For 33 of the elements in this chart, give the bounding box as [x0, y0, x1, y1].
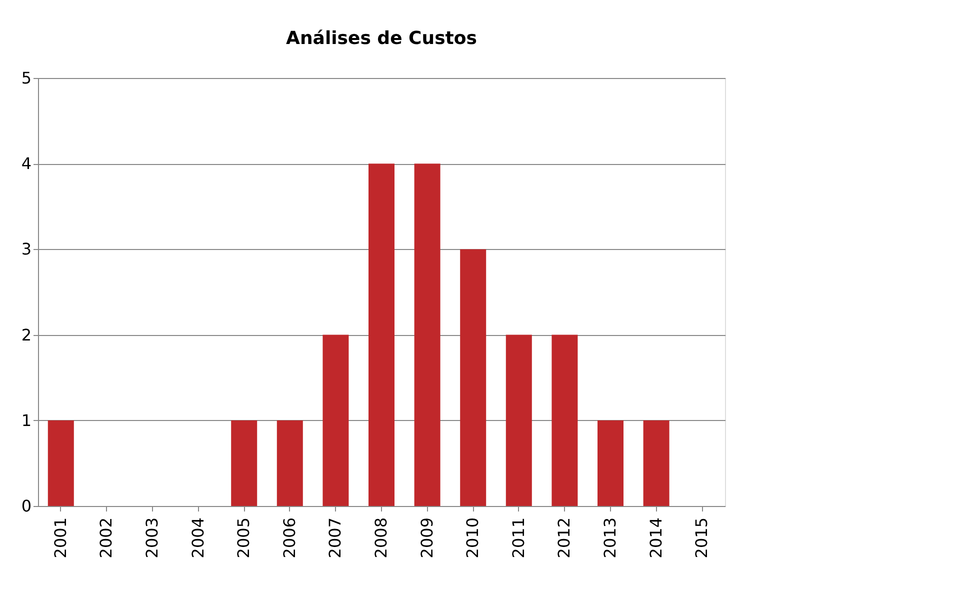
x-tick-label: 2008 [372, 518, 390, 558]
x-tick-label: 2004 [188, 518, 208, 558]
x-tick-label: 2007 [326, 518, 345, 558]
y-tick-label: 1 [21, 410, 32, 430]
bar [506, 334, 532, 506]
y-tick-label: 5 [21, 68, 32, 88]
x-tick-label: 2013 [600, 518, 620, 558]
x-tick-label: 2012 [554, 518, 574, 558]
x-tick-label: 2011 [508, 518, 528, 558]
x-tick-label: 2014 [646, 518, 666, 558]
bar [552, 334, 578, 506]
y-tick-label: 3 [21, 240, 32, 259]
x-tick-label: 2005 [234, 518, 254, 558]
bar [598, 420, 624, 506]
x-tick-label: 2009 [417, 518, 436, 558]
bar [231, 420, 258, 506]
bar [414, 164, 440, 506]
x-tick-label: 2001 [50, 518, 70, 558]
bar [276, 420, 303, 506]
x-tick-label: 2015 [692, 518, 712, 558]
bar [368, 164, 394, 506]
bar [48, 420, 74, 506]
x-tick-label: 2003 [142, 518, 162, 558]
x-tick-label: 2010 [463, 518, 482, 558]
chart-title: Análises de Custos [286, 28, 477, 49]
x-tick-label: 2002 [96, 518, 116, 558]
y-tick-label: 2 [21, 325, 32, 344]
x-tick-label: 2006 [280, 518, 299, 558]
y-tick-label: 4 [21, 154, 32, 174]
bar [322, 334, 349, 506]
bar [460, 249, 486, 506]
bar [643, 420, 670, 506]
y-tick-label: 0 [21, 496, 32, 516]
